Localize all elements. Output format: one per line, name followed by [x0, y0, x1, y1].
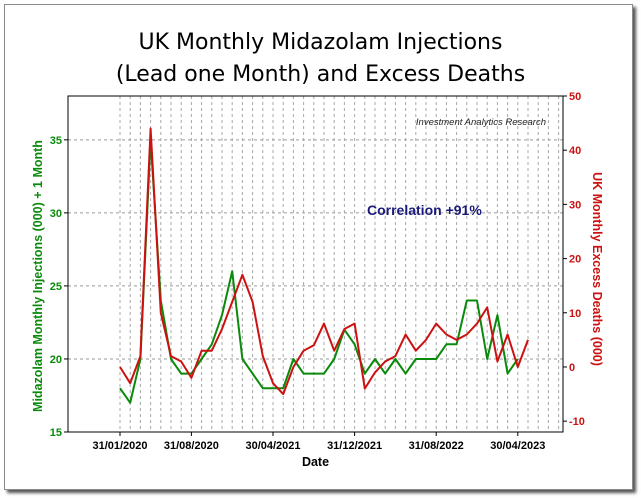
y-tick-label: 30: [50, 208, 62, 220]
x-axis-title: Date: [302, 455, 329, 469]
y2-tick-label: 10: [569, 308, 581, 320]
midazolam-series-line: [119, 138, 519, 404]
source-annotation: Investment Analytics Research: [416, 117, 546, 128]
y-tick-label: 20: [50, 354, 62, 366]
x-tick-label: 31/08/2022: [409, 440, 464, 452]
y-tick-label: 35: [50, 135, 62, 147]
y2-tick-label: 50: [569, 91, 581, 103]
y2-tick-label: 30: [569, 199, 581, 211]
excess-deaths-series-line: [119, 127, 529, 396]
correlation-annotation: Correlation +91%: [367, 202, 482, 218]
x-tick-label: 31/01/2020: [92, 440, 147, 452]
y-tick-label: 25: [50, 281, 62, 293]
x-tick-label: 31/12/2021: [327, 440, 382, 452]
x-tick-label: 30/04/2023: [490, 440, 545, 452]
y2-tick-label: 40: [569, 145, 581, 157]
chart-subtitle: (Lead one Month) and Excess Deaths: [115, 62, 526, 87]
chart-title: UK Monthly Midazolam Injections: [138, 30, 503, 55]
x-tick-label: 30/04/2021: [245, 440, 300, 452]
plot-area: [68, 96, 563, 432]
y-axis-title: Midazolam Monthly Injections (000) + 1 M…: [31, 140, 45, 412]
plot-border: [67, 95, 564, 433]
y2-axis-title: UK Monthly Excess Deaths (000): [590, 172, 604, 366]
y2-tick-label: 0: [569, 362, 575, 374]
y2-tick-label: -10: [569, 416, 585, 428]
y2-tick-label: 20: [569, 254, 581, 266]
y-tick-label: 15: [50, 427, 62, 439]
x-tick-label: 31/08/2020: [164, 440, 219, 452]
